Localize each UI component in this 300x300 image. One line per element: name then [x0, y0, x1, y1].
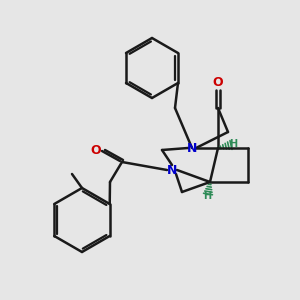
- Text: O: O: [91, 143, 101, 157]
- Text: H: H: [203, 191, 211, 201]
- Text: N: N: [187, 142, 197, 154]
- Text: N: N: [167, 164, 177, 176]
- Text: H: H: [229, 139, 237, 149]
- Text: O: O: [213, 76, 223, 88]
